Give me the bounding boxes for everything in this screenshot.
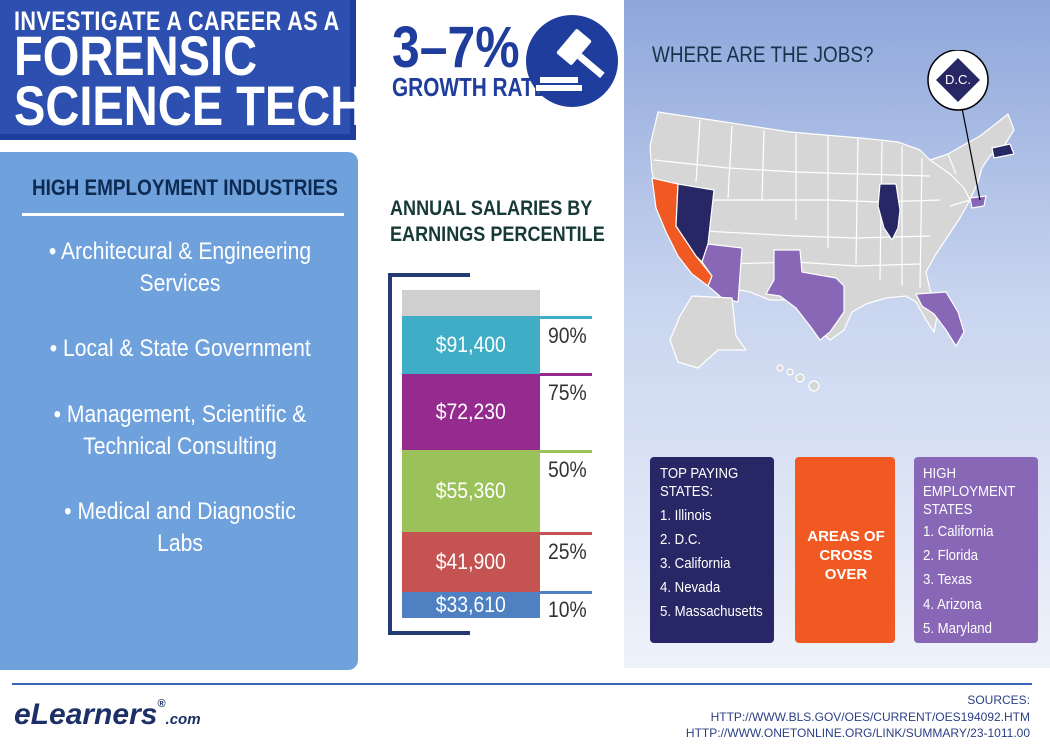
map-state-arizona [701,243,743,303]
top-paying-item: 4. Nevada [660,579,721,596]
industry-item-labs: • Medical and Diagnostic Labs [64,498,296,557]
dc-shape [936,58,980,102]
bracket-top [388,273,470,277]
percentile-rule-10 [540,591,592,594]
percentile-rule-90 [540,316,592,319]
footer-divider [12,683,1032,685]
growth-rate-value: 3–7% [392,15,520,80]
dc-callout-line [961,107,981,201]
percentile-rule-50 [540,450,592,453]
top-paying-title-line-1: TOP PAYING [660,465,739,482]
high-employment-title-line-1: HIGH [923,465,956,482]
high-employment-item: 2. Florida [923,547,979,564]
percentile-label-90: 90% [548,323,587,348]
top-paying-states-box [650,457,774,643]
bracket-bottom [388,631,470,635]
map-state-texas [765,249,845,341]
salary-bar-10: $33,610 [402,592,540,618]
percentile-label-50: 50% [548,457,587,482]
high-employment-title-line-3: STATES [923,501,973,518]
high-employment-title-line-2: EMPLOYMENT [923,483,1016,500]
percentile-label-75: 75% [548,380,587,405]
top-paying-item: 1. Illinois [660,507,712,524]
salary-bar-25: $41,900 [402,532,540,592]
map-state-maryland [969,195,987,209]
salaries-title: ANNUAL SALARIES BY EARNINGS PERCENTILE [390,196,605,248]
industry-item-government: • Local & State Government [49,335,311,362]
industries-divider [22,213,344,216]
percentile-label-25: 25% [548,539,587,564]
logo-domain: .com [165,711,201,728]
source-link-bls[interactable]: HTTP://WWW.BLS.GOV/OES/CURRENT/OES194092… [710,710,1030,724]
high-employment-states-box [914,457,1038,643]
salary-bar-75: $72,230 [402,374,540,450]
industries-title: HIGH EMPLOYMENT INDUSTRIES [32,175,338,200]
high-employment-item: 1. California [923,523,994,540]
high-employment-item: 4. Arizona [923,596,982,613]
title-line-3: SCIENCE TECH [14,74,365,137]
growth-rate-label: GROWTH RATE [392,72,548,102]
source-link-onet[interactable]: HTTP://WWW.ONETONLINE.ORG/LINK/SUMMARY/2… [685,726,1030,740]
top-paying-item: 3. California [660,555,731,572]
salary-bar-cap [402,290,540,316]
bracket-side [388,273,392,635]
top-paying-item: 2. D.C. [660,531,702,548]
industry-item-consulting: • Management, Scientific & Technical Con… [53,401,307,460]
high-employment-item: 3. Texas [923,571,972,588]
crossover-box [795,457,895,643]
salary-bar-90: $91,400 [402,316,540,374]
salaries-title-line-1: ANNUAL SALARIES BY [390,197,593,220]
salary-bar-50: $55,360 [402,450,540,532]
high-employment-title: HIGH EMPLOYMENT STATES [923,465,1015,519]
top-paying-title-line-2: STATES: [660,483,714,500]
dc-label: D.C. [945,72,971,87]
jobs-map-title: WHERE ARE THE JOBS? [652,42,874,67]
crossover-label-line-2: CROSS OVER [819,547,873,583]
map-state-hawaii [776,364,820,392]
percentile-rule-25 [540,532,592,535]
map-state-florida [915,291,965,347]
map-state-alaska [669,295,747,369]
gavel-icon [526,15,618,107]
map-state-massachusetts [991,143,1015,159]
top-paying-item: 5. Massachusetts [660,603,763,620]
salaries-title-line-2: EARNINGS PERCENTILE [390,223,605,246]
title-banner [0,0,350,134]
industry-item-architectural: • Architecural & Engineering Services [48,238,312,297]
crossover-label-line-1: AREAS OF [807,528,885,545]
high-employment-item: 5. Maryland [923,620,992,637]
title-line-1: INVESTIGATE A CAREER AS A [14,6,340,36]
industries-panel [0,152,358,670]
title-line-2: FORENSIC [14,24,258,87]
map-state-illinois [877,183,901,241]
logo-text: eLearners [14,698,158,731]
top-paying-title: TOP PAYING STATES: [660,465,738,501]
percentile-label-10: 10% [548,597,587,622]
us-map: D.C. [649,50,1015,392]
percentile-rule-75 [540,373,592,376]
crossover-label: AREAS OF CROSS OVER [800,527,892,584]
sources-label: SOURCES: [967,693,1030,707]
elearners-logo[interactable]: eLearners®.com [14,698,201,732]
logo-registered: ® [157,698,166,710]
